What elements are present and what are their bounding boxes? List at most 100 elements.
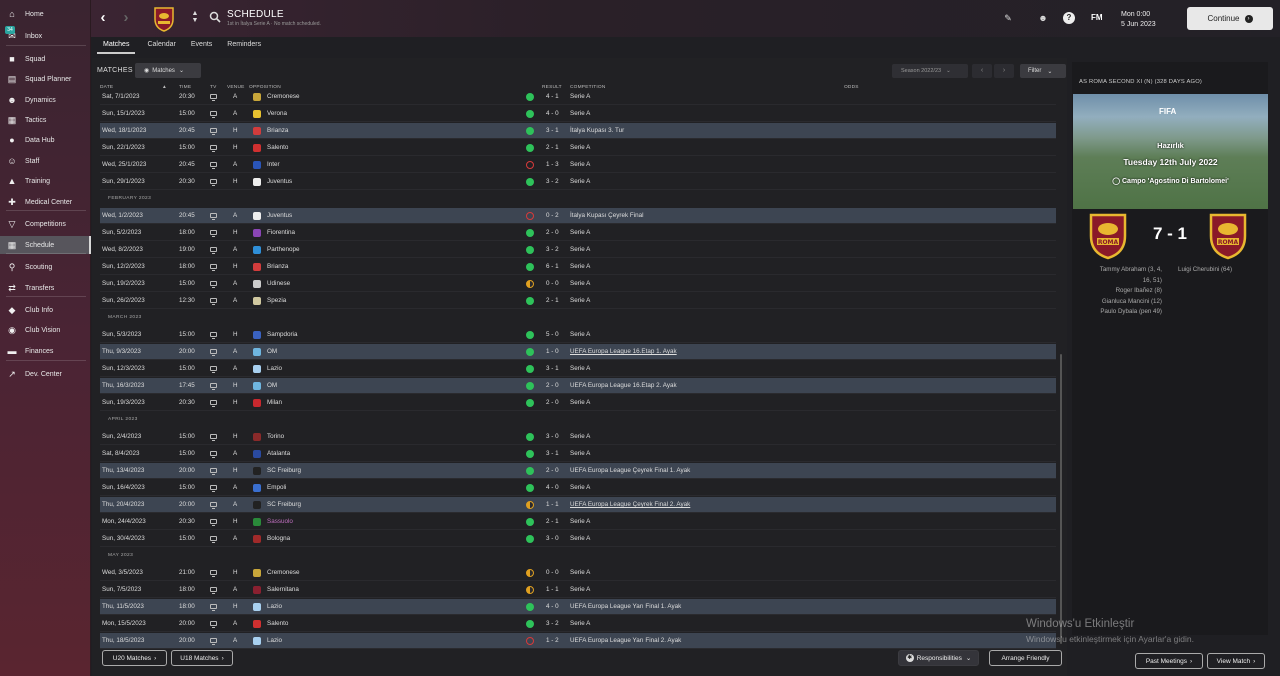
competition-name[interactable]: UEFA Europa League 16.Etap 2. Ayak (570, 382, 677, 389)
season-dropdown[interactable]: Season 2022/23 ⌄ (892, 64, 968, 78)
prev-season-button[interactable]: ‹ (972, 64, 992, 78)
table-row[interactable]: Wed, 18/1/2023 20:45 H Brianza 3 - 1 İtalya K… (100, 123, 1056, 139)
opponent-name[interactable]: Juventus (267, 178, 293, 185)
scrollbar[interactable] (1060, 354, 1062, 644)
back-arrow-icon[interactable]: ‹ (100, 9, 106, 26)
opponent-name[interactable]: Cremonese (267, 93, 300, 100)
help-icon[interactable]: ? (1063, 12, 1075, 24)
competition-name[interactable]: İtalya Kupası Çeyrek Final (570, 212, 644, 219)
sidebar-item-squad-planner[interactable]: ▤ Squad Planner (0, 70, 91, 88)
competition-name[interactable]: İtalya Kupası 3. Tur (570, 127, 625, 134)
match-score[interactable]: 3 - 1 (546, 450, 559, 457)
competition-name[interactable]: Serie A (570, 535, 591, 542)
sidebar-item-dev-center[interactable]: ↗ Dev. Center (0, 365, 91, 383)
table-row[interactable]: Sun, 19/2/2023 15:00 A Udinese 0 - 0 Serie A (100, 276, 1056, 292)
table-row[interactable]: Sun, 26/2/2023 12:30 A Spezia 2 - 1 Serie A (100, 293, 1056, 309)
competition-name[interactable]: Serie A (570, 161, 591, 168)
table-row[interactable]: Sun, 2/4/2023 15:00 H Torino 3 - 0 Serie A (100, 429, 1056, 445)
continue-button[interactable]: Continue › (1187, 7, 1273, 30)
sidebar-item-transfers[interactable]: ⇄ Transfers (0, 279, 91, 297)
col-odds[interactable]: ODDS (844, 85, 859, 90)
competition-name[interactable]: Serie A (570, 297, 591, 304)
sidebar-item-squad[interactable]: ■ Squad (0, 50, 91, 68)
opponent-name[interactable]: Spezia (267, 297, 287, 304)
table-row[interactable]: Sun, 16/4/2023 15:00 A Empoli 4 - 0 Serie A (100, 480, 1056, 496)
opponent-name[interactable]: Parthenope (267, 246, 300, 253)
sidebar-item-home[interactable]: ⌂ Home (0, 5, 91, 23)
competition-name[interactable]: Serie A (570, 246, 591, 253)
match-score[interactable]: 1 - 1 (546, 501, 559, 508)
filter-button[interactable]: Filter ⌄ (1020, 64, 1066, 78)
match-score[interactable]: 2 - 0 (546, 399, 559, 406)
opponent-name[interactable]: Atalanta (267, 450, 291, 457)
match-score[interactable]: 0 - 2 (546, 212, 559, 219)
match-score[interactable]: 3 - 1 (546, 127, 559, 134)
fm-logo[interactable]: FM (1091, 13, 1103, 22)
opponent-name[interactable]: OM (267, 348, 278, 355)
opponent-name[interactable]: Juventus (267, 212, 293, 219)
sidebar-item-data-hub[interactable]: ● Data Hub (0, 131, 91, 149)
view-match-button[interactable]: View Match › (1207, 653, 1265, 669)
opponent-name[interactable]: Sampdoria (267, 331, 298, 338)
competition-name[interactable]: UEFA Europa League 16.Etap 1. Ayak (570, 348, 677, 355)
opponent-name[interactable]: Lazio (267, 637, 283, 644)
tab-reminders[interactable]: Reminders (227, 41, 262, 48)
matches-dropdown[interactable]: ◉ Matches ⌄ (135, 63, 201, 78)
away-crest-icon[interactable]: ROMA (1208, 212, 1248, 260)
manager-face-icon[interactable]: ☻ (1038, 13, 1048, 23)
table-row[interactable]: Sun, 30/4/2023 15:00 A Bologna 3 - 0 Serie A (100, 531, 1056, 547)
col-venue[interactable]: VENUE (227, 85, 245, 90)
opponent-name[interactable]: Lazio (267, 365, 283, 372)
match-score[interactable]: 2 - 1 (546, 518, 559, 525)
table-row[interactable]: Sat, 8/4/2023 15:00 A Atalanta 3 - 1 Serie A (100, 446, 1056, 462)
opponent-name[interactable]: OM (267, 382, 278, 389)
sidebar-item-club-info[interactable]: ◆ Club Info (0, 301, 91, 319)
col-time[interactable]: TIME (179, 85, 192, 90)
competition-name[interactable]: Serie A (570, 484, 591, 491)
match-score[interactable]: 1 - 3 (546, 161, 559, 168)
u20-matches-button[interactable]: U20 Matches › (102, 650, 167, 666)
sidebar-item-competitions[interactable]: ▽ Competitions (0, 215, 91, 233)
opponent-name[interactable]: SC Freiburg (267, 501, 301, 508)
opponent-name[interactable]: Cremonese (267, 569, 300, 576)
match-score[interactable]: 0 - 0 (546, 280, 559, 287)
table-row[interactable]: Sun, 12/3/2023 15:00 A Lazio 3 - 1 Serie A (100, 361, 1056, 377)
match-score[interactable]: 2 - 1 (546, 297, 559, 304)
opponent-name[interactable]: Sassuolo (267, 518, 293, 525)
competition-name[interactable]: Serie A (570, 144, 591, 151)
opponent-name[interactable]: Bologna (267, 535, 291, 542)
table-row[interactable]: Thu, 9/3/2023 20:00 A OM 1 - 0 UEFA Europa Le… (100, 344, 1056, 360)
table-row[interactable]: Wed, 8/2/2023 19:00 A Parthenope 3 - 2 Serie … (100, 242, 1056, 258)
sidebar-item-schedule[interactable]: ▦ Schedule (0, 236, 91, 254)
sidebar-item-tactics[interactable]: ▦ Tactics (0, 111, 91, 129)
match-score[interactable]: 3 - 1 (546, 365, 559, 372)
opponent-name[interactable]: Salernitana (267, 586, 299, 593)
opponent-name[interactable]: Torino (267, 433, 285, 440)
competition-name[interactable]: Serie A (570, 620, 591, 627)
opponent-name[interactable]: Inter (267, 161, 280, 168)
match-score[interactable]: 4 - 0 (546, 603, 559, 610)
competition-name[interactable]: UEFA Europa League Çeyrek Final 2. Ayak (570, 501, 691, 508)
table-row[interactable]: Mon, 15/5/2023 20:00 A Salento 3 - 2 Serie A (100, 616, 1056, 632)
home-crest-icon[interactable]: ROMA (1088, 212, 1128, 260)
club-badge-icon[interactable] (153, 6, 175, 32)
table-row[interactable]: Thu, 11/5/2023 18:00 H Lazio 4 - 0 UEFA Europ… (100, 599, 1056, 615)
match-score[interactable]: 2 - 0 (546, 229, 559, 236)
match-score[interactable]: 4 - 1 (546, 93, 559, 100)
competition-name[interactable]: Serie A (570, 365, 591, 372)
competition-name[interactable]: Serie A (570, 331, 591, 338)
col-opposition[interactable]: OPPOSITION (249, 85, 281, 90)
competition-name[interactable]: Serie A (570, 110, 591, 117)
competition-name[interactable]: Serie A (570, 586, 591, 593)
match-score[interactable]: 0 - 0 (546, 569, 559, 576)
competition-name[interactable]: UEFA Europa League Çeyrek Final 1. Ayak (570, 467, 691, 474)
table-row[interactable]: Mon, 24/4/2023 20:30 H Sassuolo 2 - 1 Serie A (100, 514, 1056, 530)
sidebar-item-medical-center[interactable]: ✚ Medical Center (0, 193, 91, 211)
match-score[interactable]: 3 - 0 (546, 535, 559, 542)
table-row[interactable]: Wed, 3/5/2023 21:00 H Cremonese 0 - 0 Serie A (100, 565, 1056, 581)
opponent-name[interactable]: Lazio (267, 603, 283, 610)
match-score[interactable]: 4 - 0 (546, 110, 559, 117)
match-score[interactable]: 2 - 0 (546, 467, 559, 474)
table-row[interactable]: Sun, 5/2/2023 18:00 H Fiorentina 2 - 0 Serie … (100, 225, 1056, 241)
table-row[interactable]: Sun, 29/1/2023 20:30 H Juventus 3 - 2 Serie A (100, 174, 1056, 190)
